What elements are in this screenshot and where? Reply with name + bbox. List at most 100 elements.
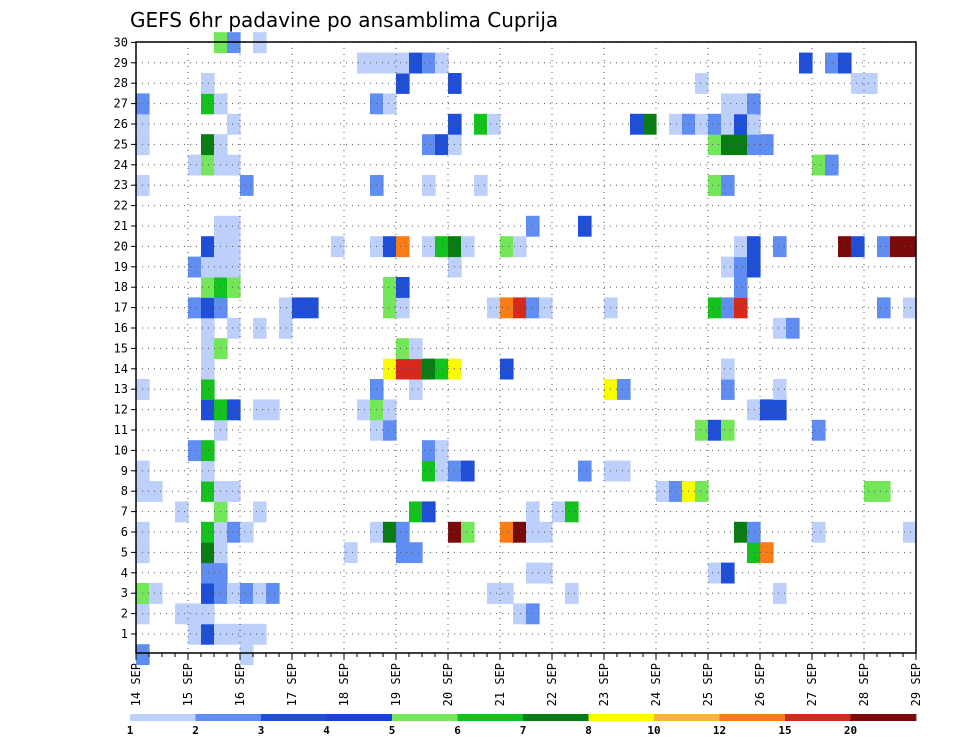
heat-cell xyxy=(578,215,592,237)
heat-cell xyxy=(903,297,916,319)
heat-cell xyxy=(422,134,436,156)
y-tick-label: 22 xyxy=(114,199,128,213)
colorbar-swatch xyxy=(457,714,524,721)
heat-cell xyxy=(773,583,787,604)
heat-cell xyxy=(136,644,150,666)
heat-cell xyxy=(903,521,916,543)
heat-cell xyxy=(474,175,488,196)
heat-cell xyxy=(201,623,215,645)
y-tick-label: 20 xyxy=(114,239,128,253)
heat-cell xyxy=(578,460,592,482)
heat-cell xyxy=(864,73,878,94)
heat-cell xyxy=(474,113,488,135)
y-tick-label: 2 xyxy=(121,607,128,621)
heat-cell xyxy=(201,297,215,319)
heat-cell xyxy=(539,297,553,319)
x-tick-label: 25 SEP xyxy=(701,663,715,706)
heat-cell xyxy=(500,297,514,319)
heat-cell xyxy=(708,297,722,319)
heat-cell xyxy=(734,297,748,319)
heat-cell xyxy=(734,113,748,135)
heat-cell xyxy=(435,52,449,74)
heat-cell xyxy=(513,521,527,543)
heat-cell xyxy=(747,93,761,115)
grid-layer xyxy=(136,41,916,653)
heat-cell xyxy=(513,236,527,258)
heat-cell xyxy=(877,236,891,258)
x-axis: 14 SEP 15 SEP 16 SEP 17 SEP 18 SEP 19 SEP 20 S… xyxy=(129,653,923,706)
heat-cell xyxy=(253,623,267,645)
heat-cell xyxy=(409,542,423,564)
heat-cell xyxy=(227,623,241,645)
heat-cell xyxy=(435,134,449,156)
heat-cell xyxy=(201,603,215,625)
x-tick-label: 19 SEP xyxy=(389,663,403,706)
heat-cell xyxy=(227,277,241,298)
heat-cell xyxy=(552,501,566,523)
colorbar-label: 1 xyxy=(127,724,134,737)
heat-cell xyxy=(201,358,215,380)
heat-cell xyxy=(500,236,514,258)
heat-cell xyxy=(240,583,254,604)
heat-cell xyxy=(201,399,215,421)
heat-cell xyxy=(201,338,215,360)
heat-cell xyxy=(175,501,189,523)
heat-cell xyxy=(435,460,449,482)
heat-cell xyxy=(643,113,657,135)
heat-cell xyxy=(747,521,761,543)
heat-cell xyxy=(851,236,865,258)
heat-cell xyxy=(630,113,644,135)
y-tick-label: 26 xyxy=(114,117,128,131)
heat-cell xyxy=(396,73,410,94)
y-tick-label: 6 xyxy=(121,525,128,539)
heat-cell xyxy=(279,317,293,339)
heat-cell xyxy=(422,52,436,74)
heat-cell xyxy=(708,134,722,156)
x-tick-label: 20 SEP xyxy=(441,663,455,706)
heat-cell xyxy=(227,399,241,421)
x-tick-label: 16 SEP xyxy=(233,663,247,706)
heat-cell xyxy=(864,481,878,502)
heat-cell xyxy=(201,236,215,258)
heat-cell xyxy=(617,379,631,400)
heat-cell xyxy=(851,73,865,94)
x-tick-label: 17 SEP xyxy=(285,663,299,706)
heat-cell xyxy=(344,542,358,564)
heat-cell xyxy=(825,154,839,176)
heat-cell xyxy=(812,521,826,543)
x-tick-label: 14 SEP xyxy=(129,663,143,706)
heat-cell xyxy=(890,236,904,258)
colorbar-swatch xyxy=(719,714,786,721)
heat-cell xyxy=(877,297,891,319)
heat-cell xyxy=(201,317,215,339)
heat-cell xyxy=(721,175,735,196)
colorbar-label: 6 xyxy=(454,724,461,737)
x-tick-label: 24 SEP xyxy=(649,663,663,706)
heat-cell xyxy=(201,562,215,584)
heat-cell xyxy=(201,521,215,543)
heat-cell xyxy=(201,583,215,604)
colorbar-swatch xyxy=(326,714,393,721)
colorbar-label: 15 xyxy=(778,724,791,737)
heat-cell xyxy=(240,175,254,196)
heat-cell xyxy=(721,256,735,278)
y-tick-label: 30 xyxy=(114,35,128,49)
heat-cell xyxy=(383,399,397,421)
heat-cell xyxy=(175,603,189,625)
heat-cell xyxy=(708,419,722,441)
heat-cell xyxy=(240,623,254,645)
y-tick-label: 9 xyxy=(121,464,128,478)
heat-cell xyxy=(253,583,267,604)
colorbar-swatch xyxy=(654,714,720,721)
heat-cell xyxy=(396,277,410,298)
heat-cell xyxy=(188,297,202,319)
y-tick-label: 24 xyxy=(114,158,128,172)
heat-cell xyxy=(227,236,241,258)
heat-cell xyxy=(721,134,735,156)
heat-cell xyxy=(396,358,410,380)
heat-cell xyxy=(201,481,215,502)
heat-cell xyxy=(565,583,579,604)
heat-cell xyxy=(422,358,436,380)
heat-cell xyxy=(786,317,800,339)
